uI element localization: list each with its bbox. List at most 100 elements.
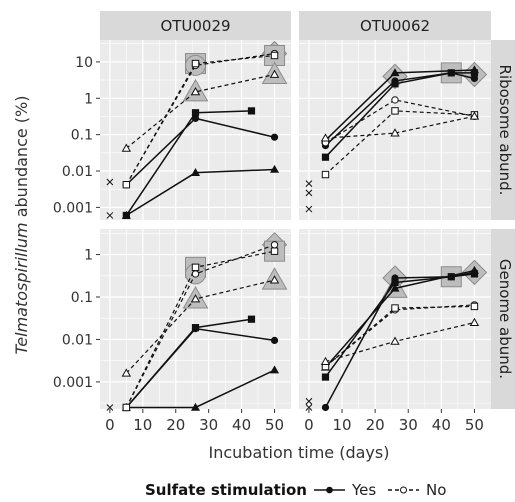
data-point-no-triangle [269, 69, 280, 78]
x-tick-label: 50 [265, 416, 284, 434]
panel-otu0029-ribosome [100, 40, 291, 220]
x-tick-label: 50 [465, 416, 484, 434]
data-point-no-triangle [190, 294, 201, 303]
data-point-no-square [270, 51, 279, 60]
data-point-no-triangle [469, 317, 480, 326]
strip-background [100, 11, 291, 40]
strip-label: Genome abund. [496, 259, 514, 379]
series-line-yes-square [324, 273, 475, 378]
data-point-cross [106, 404, 114, 411]
strip-background [299, 11, 491, 40]
data-point-cross [106, 178, 114, 186]
data-point-no-triangle [121, 143, 132, 152]
y-tick-label: 0.1 [71, 128, 93, 144]
data-point-cross [305, 189, 313, 197]
data-point-cross [305, 397, 313, 405]
data-point-no-triangle [469, 111, 480, 120]
data-point-cross [305, 404, 313, 411]
series-line-no-triangle [325, 115, 475, 139]
data-point-yes-triangle [390, 283, 400, 292]
x-tick-label: 0 [304, 416, 314, 434]
x-tick-label: 20 [366, 416, 385, 434]
data-point-yes-triangle [190, 168, 201, 176]
y-axis-title-italic: Telmatospirillum [12, 222, 31, 354]
data-point-yes-square [247, 315, 256, 323]
data-point-no-triangle [390, 336, 400, 345]
data-point-no-triangle [269, 275, 280, 284]
series-line-no-triangle [125, 73, 275, 149]
series-line-yes-circle [324, 72, 475, 147]
data-point-yes-triangle [270, 164, 280, 173]
y-axis-title: Telmatospirillum abundance (%) [12, 96, 31, 355]
data-point-yes-triangle [190, 402, 201, 411]
row-strip-genome: Genome abund. [491, 229, 515, 409]
data-point-no-square [321, 170, 330, 179]
data-point-yes-triangle [390, 68, 400, 77]
x-tick-label: 40 [232, 416, 251, 434]
data-point-no-circle [270, 241, 279, 249]
strip-background [491, 229, 515, 409]
legend-yes-marker [326, 486, 333, 494]
y-tick-label: 0.01 [62, 332, 93, 348]
data-point-no-square [270, 247, 279, 255]
x-tick-label: 30 [399, 416, 418, 434]
data-point-no-square [391, 304, 399, 312]
legend-no-label: No [426, 481, 446, 499]
x-tick-label: 30 [199, 416, 218, 434]
data-point-yes-square [447, 69, 455, 77]
panel-otu0062-genome [299, 229, 491, 412]
y-tick-label: 0.001 [53, 375, 93, 391]
data-point-yes-circle [270, 336, 279, 345]
y-tick-label: 1 [84, 91, 93, 107]
data-point-yes-square [191, 109, 200, 117]
data-point-no-square [191, 263, 200, 272]
y-axis-title-rest: abundance (%) [12, 96, 31, 223]
data-point-cross [305, 180, 313, 187]
data-point-no-square [191, 59, 200, 68]
data-point-cross [106, 212, 114, 219]
data-point-yes-triangle [270, 365, 280, 374]
data-point-yes-square [391, 80, 399, 88]
data-point-no-circle [391, 96, 399, 104]
data-point-no-square [391, 107, 399, 115]
strip-label: OTU0029 [160, 17, 230, 35]
legend-yes-label: Yes [351, 481, 376, 499]
panel-otu0062-ribosome [299, 40, 491, 220]
series-line-no-square [325, 305, 475, 368]
data-point-no-square [122, 403, 131, 412]
y-tick-label: 0.001 [53, 200, 93, 216]
x-tick-label: 10 [133, 416, 152, 434]
data-point-yes-triangle [121, 210, 131, 219]
strip-label: OTU0062 [360, 17, 430, 35]
x-tick-label: 20 [166, 416, 185, 434]
y-tick-label: 0.01 [62, 164, 93, 180]
data-point-no-triangle [190, 87, 201, 96]
y-tick-label: 1 [84, 248, 93, 264]
facet-strip-otu0062: OTU0062 [299, 11, 491, 40]
legend-title: Sulfate stimulation [145, 481, 307, 499]
data-point-yes-circle [321, 403, 330, 412]
data-point-no-square [122, 181, 131, 189]
data-point-no-triangle [320, 133, 331, 142]
data-point-yes-triangle [469, 265, 479, 274]
data-point-no-triangle [390, 128, 400, 137]
y-tick-label: 0.1 [71, 290, 93, 306]
series-line-no-circle [325, 99, 475, 144]
data-point-no-triangle [121, 368, 132, 377]
data-point-yes-square [321, 153, 330, 161]
data-point-yes-triangle [469, 65, 479, 74]
data-point-yes-square [247, 107, 256, 115]
series-line-yes-square [324, 72, 475, 158]
panel-background [299, 229, 491, 409]
data-point-yes-circle [270, 133, 279, 141]
series-line-no-square [125, 54, 275, 186]
data-point-yes-square [191, 324, 200, 332]
x-axis-title: Incubation time (days) [209, 443, 390, 462]
series-line-yes-circle [324, 271, 475, 408]
data-point-no-circle [191, 270, 200, 278]
y-tick-label: 10 [75, 55, 93, 71]
row-strip-ribosome: Ribosome abund. [491, 40, 515, 220]
x-tick-label: 0 [105, 416, 115, 434]
strip-background [491, 40, 515, 220]
x-tick-label: 40 [432, 416, 451, 434]
